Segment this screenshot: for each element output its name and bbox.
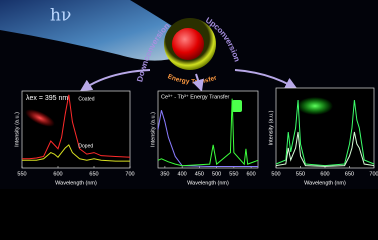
x-tick-label: 450 bbox=[195, 171, 204, 177]
y-axis-label: Intensity (a.u.) bbox=[14, 112, 20, 147]
series-label: Coated bbox=[78, 96, 94, 102]
x-tick-label: 600 bbox=[247, 171, 256, 177]
light-beam bbox=[0, 0, 200, 61]
x-tick-label: 650 bbox=[89, 171, 98, 177]
x-tick-label: 350 bbox=[160, 171, 169, 177]
x-tick-label: 650 bbox=[345, 171, 354, 177]
photon-symbol: hν bbox=[50, 6, 71, 26]
x-tick-label: 700 bbox=[369, 171, 378, 177]
arrow-down bbox=[192, 73, 204, 92]
x-axis-label: Wavelength (nm) bbox=[55, 180, 97, 186]
series-label: Doped bbox=[78, 143, 93, 149]
x-axis-label: Wavelength (nm) bbox=[304, 180, 346, 186]
spectrum-line bbox=[157, 110, 258, 167]
x-tick-label: 700 bbox=[125, 171, 134, 177]
x-tick-label: 600 bbox=[320, 171, 329, 177]
panels: 550 600 650 700 Wavelength (nm) Intensity (a.… bbox=[14, 87, 378, 186]
graphic: hν Downconversion Upconversion Energy Tr… bbox=[0, 0, 378, 187]
green-glow bbox=[297, 97, 333, 115]
plot-area bbox=[157, 90, 259, 169]
x-tick-label: 550 bbox=[229, 171, 238, 177]
arrow-right bbox=[234, 69, 298, 89]
page: {"illustration": {"symbol": "hν", "label… bbox=[0, 0, 378, 187]
red-glow bbox=[25, 109, 55, 127]
spectrum-line bbox=[157, 98, 259, 167]
x-tick-label: 500 bbox=[212, 171, 221, 177]
spectrum-line bbox=[275, 99, 375, 167]
x-tick-label: 550 bbox=[296, 171, 305, 177]
y-axis-label: Intensity (a.u.) bbox=[268, 110, 274, 145]
annotation: Ce³⁺ - Tb³⁺ Energy Transfer bbox=[161, 93, 230, 100]
arrow-left bbox=[79, 69, 151, 92]
x-tick-label: 550 bbox=[17, 171, 26, 177]
x-tick-label: 400 bbox=[178, 171, 187, 177]
core bbox=[172, 28, 204, 60]
spectrum-line bbox=[275, 131, 375, 167]
x-axis-label: Wavelength (nm) bbox=[187, 180, 229, 186]
spectrum-line bbox=[22, 94, 131, 160]
x-tick-label: 500 bbox=[271, 171, 280, 177]
spectrum-line bbox=[22, 144, 130, 162]
x-tick-label: 600 bbox=[53, 171, 62, 177]
green-sample bbox=[232, 100, 242, 112]
y-axis-label: Intensity (a.u.) bbox=[150, 112, 156, 147]
annotation: λex = 395 nm bbox=[26, 95, 68, 102]
